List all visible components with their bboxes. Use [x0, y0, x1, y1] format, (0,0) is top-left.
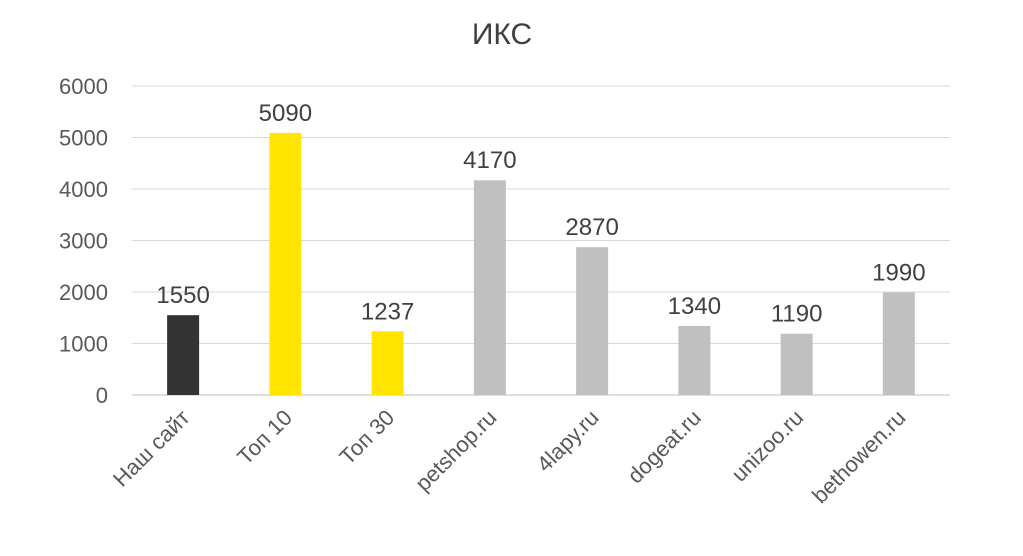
data-label: 4170: [463, 147, 516, 174]
y-axis-ticks: 0 1000 2000 3000 4000 5000 6000: [59, 74, 108, 408]
bar: [678, 325, 711, 395]
x-tick-label: Наш сайт: [108, 405, 195, 492]
y-tick-label: 6000: [59, 74, 108, 99]
x-tick-label: dogeat.ru: [622, 405, 705, 488]
data-label: 1237: [361, 298, 414, 325]
bars: [167, 132, 915, 396]
y-tick-label: 2000: [59, 280, 108, 305]
data-label: 1340: [668, 293, 721, 320]
data-label: 1990: [872, 260, 925, 287]
data-label: 1190: [771, 301, 823, 328]
bar: [473, 180, 506, 395]
data-label: 5090: [259, 100, 312, 127]
x-tick-label: unizoo.ru: [726, 405, 808, 487]
bar: [576, 247, 609, 395]
y-tick-label: 4000: [59, 177, 108, 202]
y-tick-label: 1000: [59, 332, 108, 357]
y-tick-label: 3000: [59, 229, 108, 254]
x-tick-label: Топ 10: [232, 405, 297, 470]
bar: [269, 132, 302, 396]
x-tick-label: petshop.ru: [410, 405, 501, 496]
bar: [167, 315, 200, 395]
gridlines: [132, 85, 950, 396]
bar: [371, 331, 404, 395]
y-tick-label: 5000: [59, 126, 108, 151]
x-tick-label: Топ 30: [334, 405, 399, 470]
y-tick-label: 0: [96, 383, 108, 408]
x-tick-label: bethowen.ru: [807, 405, 910, 508]
data-label: 1550: [156, 282, 209, 309]
data-label: 2870: [565, 214, 618, 241]
x-axis-ticks: Наш сайт Топ 10 Топ 30 petshop.ru 4lapy.ru do…: [108, 405, 910, 508]
x-tick-label: 4lapy.ru: [532, 405, 604, 477]
bar: [780, 333, 813, 395]
bar: [882, 292, 915, 395]
data-labels: 1550 5090 1237 4170 2870 1340 1190 1990: [156, 100, 925, 328]
chart-title: ИКС: [472, 18, 532, 51]
